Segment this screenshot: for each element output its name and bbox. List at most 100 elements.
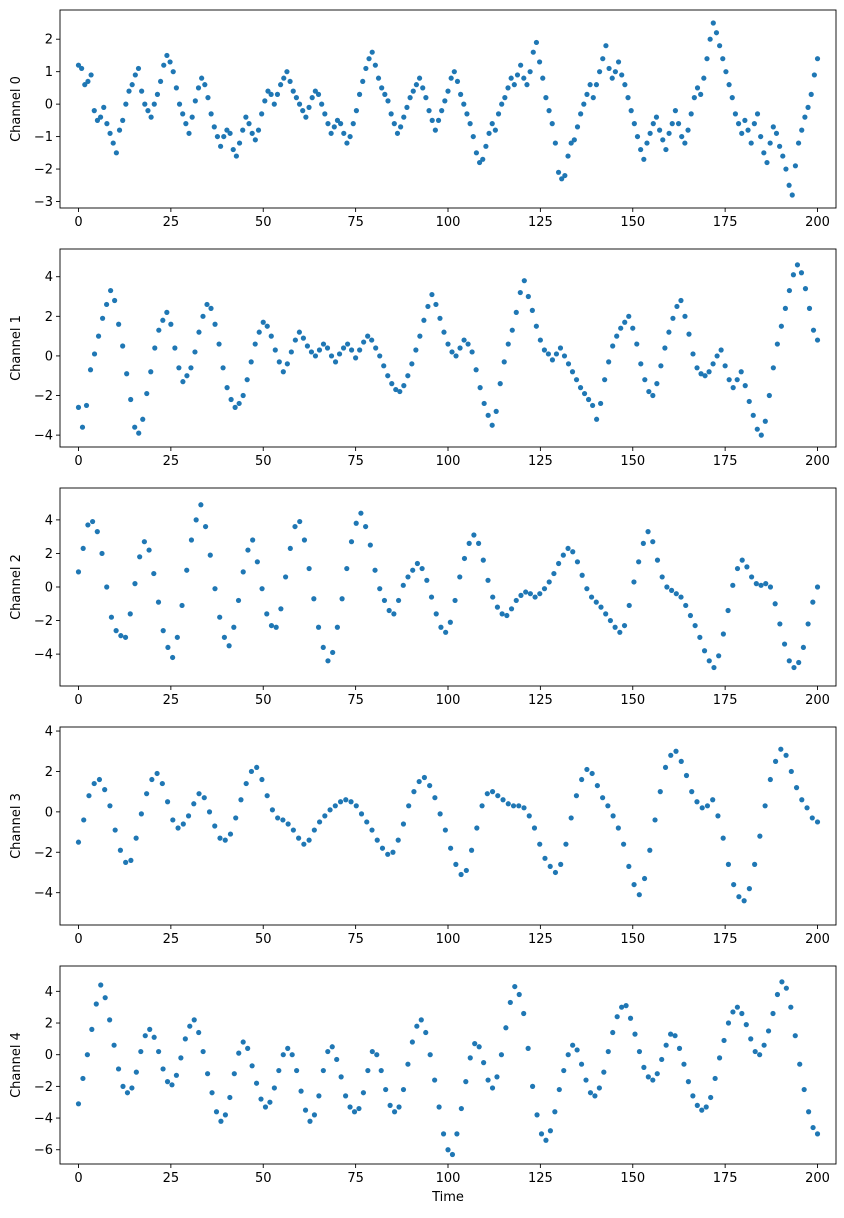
data-point [280, 369, 286, 375]
y-tick-label: 4 [45, 270, 53, 285]
data-point [90, 518, 96, 525]
data-point [327, 807, 333, 813]
data-point [226, 643, 232, 649]
data-point [721, 1037, 727, 1044]
data-point [186, 130, 192, 136]
data-point [505, 801, 511, 807]
data-point [95, 333, 102, 339]
data-point [716, 653, 722, 659]
data-point [453, 861, 459, 867]
data-point [626, 313, 632, 319]
data-point [97, 114, 104, 120]
data-point [808, 91, 814, 97]
data-point [389, 381, 395, 387]
x-tick-label: 100 [436, 1171, 461, 1186]
data-point [810, 327, 817, 333]
data-point [191, 801, 197, 807]
data-point [791, 664, 797, 671]
data-point [753, 581, 759, 587]
data-point [311, 827, 317, 833]
y-tick-label: −3 [34, 195, 53, 210]
data-point [549, 121, 555, 127]
data-point [180, 821, 186, 827]
data-point [603, 43, 609, 49]
data-point [607, 617, 614, 624]
data-point [369, 1048, 375, 1055]
data-point [350, 121, 356, 127]
data-point [436, 1104, 442, 1110]
data-point [610, 1029, 616, 1036]
data-point [337, 799, 344, 805]
data-point [587, 1090, 594, 1096]
data-point [214, 133, 221, 140]
y-tick-label: 2 [45, 1017, 53, 1032]
data-point [249, 1063, 255, 1069]
data-point [605, 1048, 611, 1055]
data-point [329, 1044, 335, 1050]
data-point [614, 333, 620, 339]
data-point [504, 612, 510, 619]
data-point [447, 619, 453, 625]
data-point [262, 1104, 269, 1110]
data-point [726, 82, 732, 88]
data-point [741, 898, 747, 904]
data-point [448, 845, 454, 851]
data-point [561, 353, 568, 359]
data-point [196, 791, 202, 797]
data-point [584, 91, 590, 97]
data-point [547, 1128, 554, 1134]
data-point [202, 523, 209, 530]
data-point [128, 857, 134, 863]
y-tick-label: 2 [45, 765, 53, 780]
data-point [218, 143, 224, 149]
data-point [647, 130, 653, 136]
data-point [480, 557, 486, 563]
scatter-series [75, 20, 821, 198]
data-point [332, 803, 338, 809]
data-point [366, 56, 372, 62]
data-point [718, 347, 724, 353]
data-point [792, 163, 799, 169]
data-point [184, 373, 190, 379]
data-point [201, 795, 207, 801]
data-point [445, 88, 451, 94]
data-point [809, 815, 815, 821]
x-axis-label: Time [431, 1190, 464, 1205]
data-point [485, 412, 491, 418]
data-point [218, 1118, 224, 1124]
x-tick-label: 150 [620, 215, 645, 230]
y-tick-label: −4 [34, 648, 53, 663]
data-point [148, 369, 154, 375]
data-point [129, 1085, 135, 1091]
data-point [730, 385, 736, 391]
data-point [653, 114, 660, 120]
data-point [338, 1074, 344, 1080]
data-point [315, 91, 322, 97]
data-point [706, 369, 712, 375]
data-point [227, 831, 234, 837]
data-point [481, 400, 487, 407]
data-point [259, 776, 265, 783]
data-point [658, 363, 664, 369]
data-point [293, 95, 299, 101]
data-point [151, 570, 157, 577]
data-point [711, 664, 717, 671]
data-point [489, 121, 495, 127]
x-tick-label: 175 [713, 454, 738, 469]
data-point [343, 1093, 349, 1099]
data-point [448, 75, 454, 81]
data-point [98, 982, 104, 988]
data-point [217, 835, 223, 841]
data-point [779, 979, 785, 985]
data-point [385, 851, 391, 857]
data-point [669, 121, 675, 127]
data-point [292, 523, 298, 530]
data-point [191, 1017, 197, 1023]
data-point [198, 502, 204, 508]
data-point [725, 607, 731, 614]
data-point [646, 388, 652, 395]
data-point [160, 1066, 166, 1072]
data-point [388, 111, 394, 117]
data-point [734, 1004, 740, 1010]
data-point [467, 1055, 473, 1061]
